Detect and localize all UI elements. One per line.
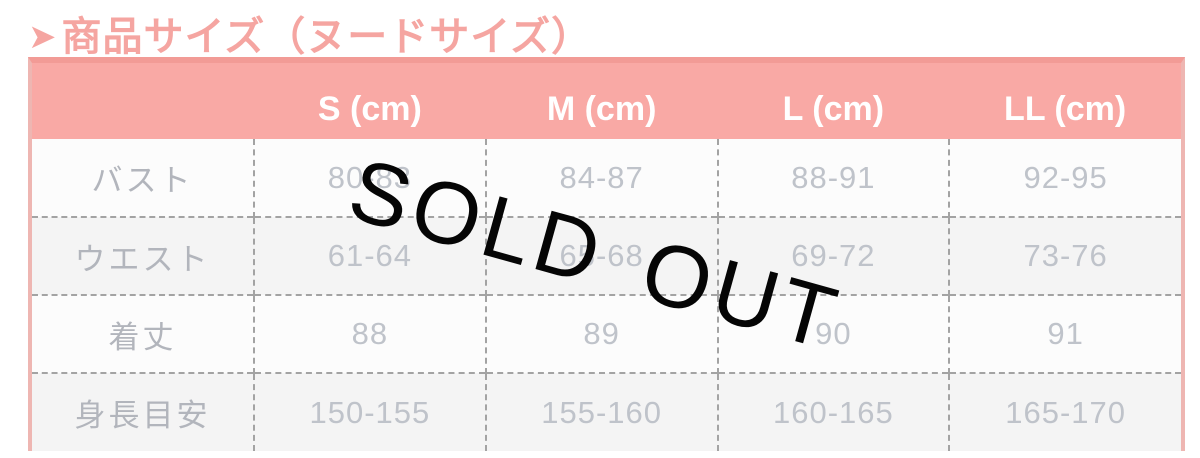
arrowhead-icon: ➤ <box>28 18 58 56</box>
row-label: 身長目安 <box>32 372 254 451</box>
header-cell-ll: LL (cm) <box>949 63 1181 139</box>
row-label: バスト <box>32 139 254 217</box>
header-cell-s: S (cm) <box>254 63 486 139</box>
cell-value: 155-160 <box>484 372 718 451</box>
cell-value: 90 <box>716 294 950 373</box>
header-row: S (cm) M (cm) L (cm) LL (cm) <box>32 63 1181 139</box>
section-title: ➤ 商品サイズ（ヌードサイズ） <box>28 4 592 62</box>
cell-value: 150-155 <box>253 372 486 451</box>
section-title-text: 商品サイズ（ヌードサイズ） <box>61 15 593 59</box>
size-table-container: S (cm) M (cm) L (cm) LL (cm) バスト 80-83 8… <box>28 57 1185 451</box>
header-cell-l: L (cm) <box>717 63 950 139</box>
cell-value: 91 <box>948 294 1181 373</box>
row-label: ウエスト <box>32 216 254 295</box>
size-table: S (cm) M (cm) L (cm) LL (cm) バスト 80-83 8… <box>32 63 1181 451</box>
cell-value: 165-170 <box>948 372 1181 451</box>
cell-value: 89 <box>484 294 718 373</box>
cell-value: 65-68 <box>484 216 718 295</box>
cell-value: 92-95 <box>948 139 1181 217</box>
cell-value: 160-165 <box>716 372 950 451</box>
cell-value: 88 <box>253 294 486 373</box>
table-row-bust: バスト 80-83 84-87 88-91 92-95 <box>32 139 1181 217</box>
header-cell-m: M (cm) <box>485 63 718 139</box>
cell-value: 73-76 <box>948 216 1181 295</box>
table-row-height-guide: 身長目安 150-155 155-160 160-165 165-170 <box>32 372 1181 451</box>
size-table-header: S (cm) M (cm) L (cm) LL (cm) <box>32 63 1181 139</box>
cell-value: 61-64 <box>253 216 486 295</box>
cell-value: 80-83 <box>253 139 486 217</box>
table-row-waist: ウエスト 61-64 65-68 69-72 73-76 <box>32 216 1181 295</box>
table-row-length: 着丈 88 89 90 91 <box>32 294 1181 373</box>
cell-value: 88-91 <box>716 139 950 217</box>
header-cell-empty <box>32 63 254 139</box>
cell-value: 84-87 <box>484 139 718 217</box>
size-table-body: バスト 80-83 84-87 88-91 92-95 ウエスト 61-64 6… <box>32 139 1181 451</box>
row-label: 着丈 <box>32 294 254 373</box>
cell-value: 69-72 <box>716 216 950 295</box>
